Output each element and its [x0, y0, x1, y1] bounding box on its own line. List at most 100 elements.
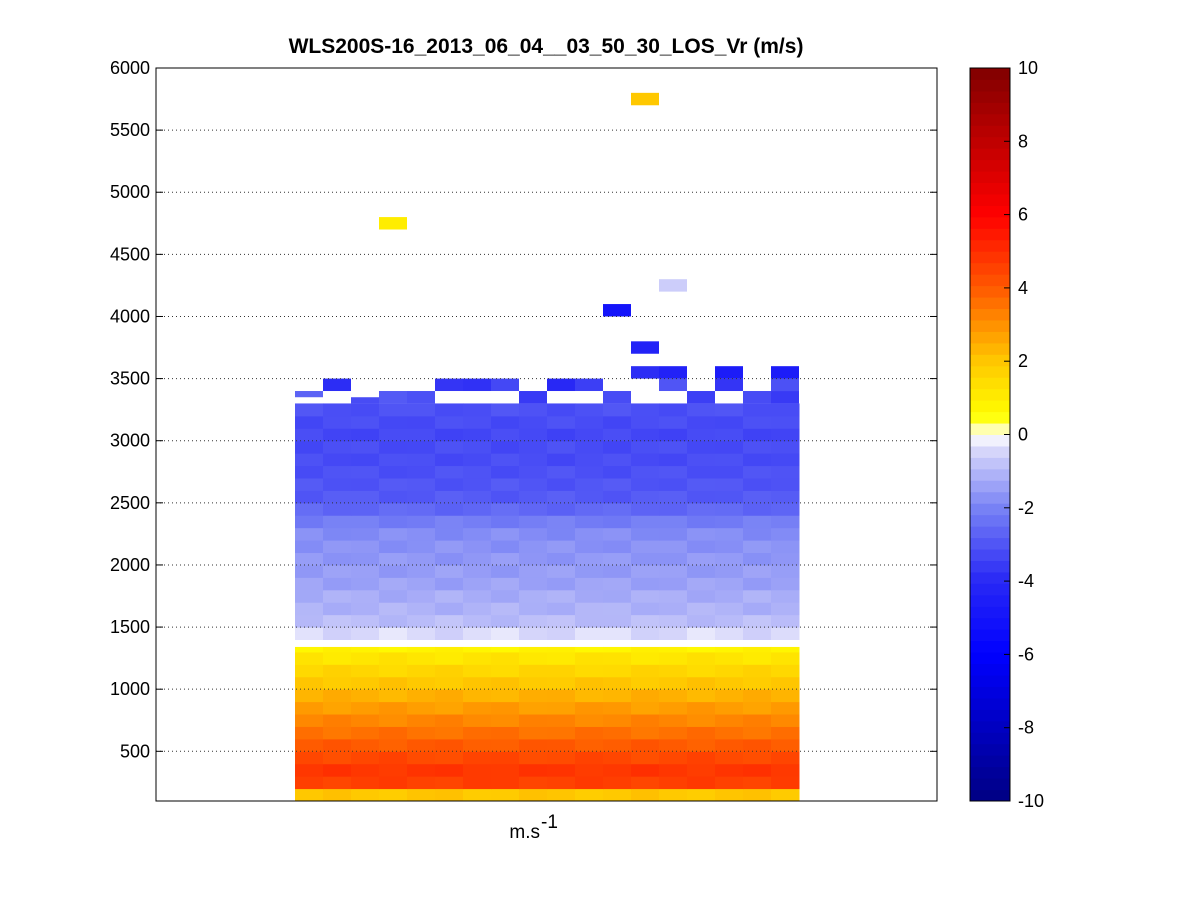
heatmap-cell	[547, 564, 576, 578]
heatmap-cell	[603, 403, 632, 417]
heatmap-cell	[407, 602, 436, 616]
heatmap-cell	[687, 701, 716, 715]
heatmap-cell	[575, 415, 604, 429]
heatmap-cell	[631, 428, 660, 442]
heatmap-cell	[575, 490, 604, 504]
heatmap-cell	[631, 651, 660, 665]
heatmap-cell	[463, 714, 492, 727]
heatmap-cell	[407, 540, 436, 554]
heatmap-cell	[659, 714, 688, 727]
heatmap-cell	[715, 689, 744, 703]
colorbar-tick-label: -2	[1018, 498, 1034, 518]
heatmap-cell	[575, 763, 604, 777]
heatmap-cell	[771, 477, 800, 491]
heatmap-cell	[323, 751, 352, 765]
heatmap-cell	[407, 676, 436, 690]
colorbar-band	[970, 377, 1010, 390]
heatmap-cell	[491, 701, 520, 715]
heatmap-cell	[379, 676, 408, 690]
heatmap-cell	[715, 646, 744, 653]
heatmap-cell	[351, 602, 380, 616]
heatmap-cell	[743, 788, 772, 802]
heatmap-cell	[603, 540, 632, 554]
heatmap-cell	[743, 627, 772, 640]
heatmap-cell	[687, 776, 716, 790]
colorbar-band	[970, 468, 1010, 481]
heatmap-cell	[435, 738, 464, 752]
heatmap-cell	[519, 428, 548, 442]
heatmap-cell	[519, 751, 548, 765]
heatmap-cell	[435, 403, 464, 417]
heatmap-cell	[715, 614, 744, 628]
heatmap-cell	[435, 701, 464, 715]
heatmap-cell	[547, 540, 576, 554]
heatmap-cell	[435, 646, 464, 653]
colorbar-band	[970, 766, 1010, 779]
heatmap-cell	[491, 788, 520, 802]
heatmap-cell	[379, 477, 408, 491]
heatmap-cell	[491, 527, 520, 541]
heatmap-cell	[603, 428, 632, 442]
heatmap-cell	[463, 776, 492, 790]
colorbar-band	[970, 148, 1010, 161]
heatmap-cell	[575, 552, 604, 566]
heatmap-cell	[603, 763, 632, 777]
colorbar-band	[970, 423, 1010, 435]
colorbar-band	[970, 274, 1010, 287]
heatmap-cell	[519, 664, 548, 678]
heatmap-cell	[575, 440, 604, 454]
colorbar-band	[970, 308, 1010, 321]
heatmap-cell	[631, 552, 660, 566]
heatmap-cell	[743, 738, 772, 752]
heatmap-cell	[715, 751, 744, 765]
heatmap-cell	[463, 453, 492, 467]
heatmap-sparse-cell	[659, 366, 687, 379]
heatmap-cell	[407, 664, 436, 678]
heatmap-cell	[295, 589, 324, 603]
heatmap-cell	[715, 502, 744, 516]
heatmap-cell	[659, 589, 688, 603]
heatmap-cell	[463, 651, 492, 665]
heatmap-cell	[519, 515, 548, 529]
heatmap-cell	[659, 440, 688, 454]
heatmap-cell	[295, 502, 324, 516]
heatmap-cell	[519, 726, 548, 740]
heatmap-cell	[603, 776, 632, 790]
heatmap-cell	[407, 453, 436, 467]
heatmap-cell	[743, 577, 772, 591]
heatmap-sparse-cell	[323, 378, 351, 392]
heatmap-cell	[519, 453, 548, 467]
heatmap-cell	[435, 664, 464, 678]
heatmap-cell	[519, 776, 548, 790]
heatmap-cell	[743, 428, 772, 442]
heatmap-cell	[379, 646, 408, 653]
heatmap-cell	[435, 602, 464, 616]
heatmap-cell	[659, 577, 688, 591]
heatmap-cell	[659, 540, 688, 554]
y-tick-label: 500	[120, 741, 150, 761]
heatmap-cell	[519, 564, 548, 578]
colorbar-band	[970, 434, 1010, 447]
heatmap-cell	[715, 701, 744, 715]
heatmap-cell	[715, 415, 744, 429]
heatmap-cell	[463, 751, 492, 765]
heatmap-cell	[715, 714, 744, 727]
heatmap-cell	[491, 515, 520, 529]
heatmap-cell	[463, 738, 492, 752]
heatmap-cell	[407, 589, 436, 603]
heatmap-cell	[407, 776, 436, 790]
heatmap-cell	[771, 738, 800, 752]
heatmap-cell	[547, 515, 576, 529]
heatmap-cell	[463, 664, 492, 678]
heatmap-cell	[743, 676, 772, 690]
heatmap-cell	[379, 788, 408, 802]
heatmap-cell	[715, 627, 744, 640]
heatmap-cell	[743, 763, 772, 777]
heatmap-cell	[519, 701, 548, 715]
plot-frame	[155, 67, 938, 802]
colorbar	[970, 68, 1010, 802]
heatmap-cell	[379, 564, 408, 578]
heatmap-cell	[715, 776, 744, 790]
heatmap-cell	[687, 664, 716, 678]
heatmap-cell	[631, 646, 660, 653]
